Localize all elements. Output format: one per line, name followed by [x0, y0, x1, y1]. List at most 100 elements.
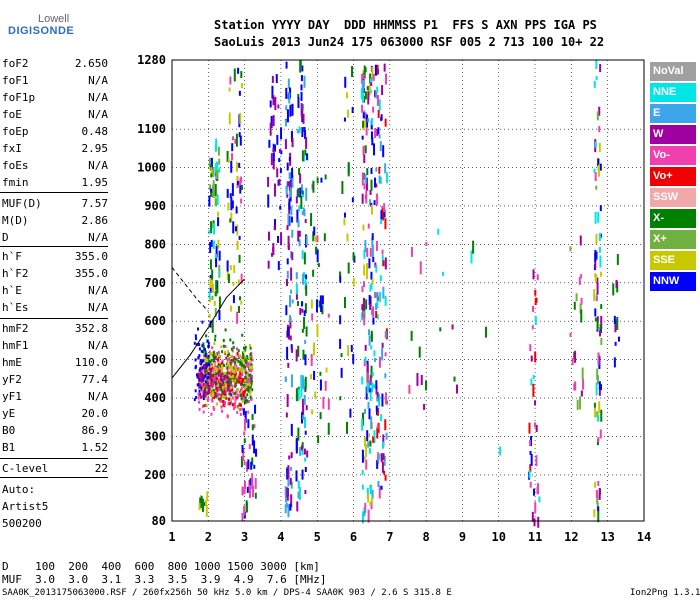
echo-point: [217, 350, 220, 354]
echo-point: [299, 187, 302, 198]
echo-point: [221, 369, 224, 373]
echo-point: [210, 167, 213, 178]
echo-point: [244, 357, 247, 361]
echo-point: [295, 283, 298, 295]
echo-point: [244, 375, 247, 379]
echo-point: [207, 344, 210, 348]
echo-point: [499, 446, 502, 456]
echo-point: [571, 357, 574, 365]
echo-point: [215, 381, 218, 385]
auto-label: Auto:: [2, 483, 36, 496]
echo-point: [228, 112, 231, 125]
param-row-foe: foE N/A: [2, 108, 108, 125]
echo-point: [365, 190, 368, 204]
echo-point: [368, 433, 371, 438]
echo-point: [279, 205, 282, 210]
echo-point: [226, 363, 229, 367]
echo-point: [381, 85, 384, 96]
echo-point: [206, 358, 209, 362]
echo-point: [304, 129, 307, 139]
echo-point: [455, 384, 458, 394]
echo-point: [363, 456, 366, 461]
echo-point: [215, 245, 218, 258]
echo-point: [301, 442, 304, 449]
echo-point: [240, 382, 243, 386]
echo-point: [596, 277, 599, 284]
echo-point: [371, 489, 374, 499]
param-separator: [0, 318, 108, 319]
echo-point: [385, 432, 388, 440]
echo-point: [304, 278, 307, 286]
param-key: h`F: [2, 250, 22, 263]
echo-point: [230, 398, 233, 402]
echo-point: [529, 440, 532, 447]
echo-point: [231, 372, 234, 376]
echo-point: [384, 218, 387, 230]
param-key: foEs: [2, 159, 29, 172]
param-row-hmf2: hmF2 352.8: [2, 322, 108, 339]
echo-point: [596, 439, 599, 446]
echo-point: [596, 316, 599, 323]
echo-point: [285, 61, 288, 69]
param-key: foF1: [2, 74, 29, 87]
echo-point: [347, 163, 350, 177]
echo-point: [267, 260, 270, 269]
echo-point: [252, 485, 255, 498]
echo-point: [371, 118, 374, 126]
echo-point: [230, 400, 233, 404]
echo-point: [381, 393, 384, 407]
echo-point: [369, 388, 372, 402]
param-row-foep: foEp 0.48: [2, 125, 108, 142]
echo-point: [291, 229, 294, 238]
echo-point: [290, 172, 293, 182]
echo-point: [361, 304, 364, 311]
echo-point: [370, 416, 373, 430]
echo-point: [240, 397, 243, 401]
echo-point: [239, 376, 242, 380]
echo-point: [206, 357, 209, 361]
echo-point: [297, 300, 300, 306]
echo-point: [306, 153, 309, 161]
echo-point: [297, 219, 300, 228]
echo-point: [278, 178, 281, 185]
echo-point: [366, 86, 369, 91]
echo-point: [347, 262, 350, 274]
echo-point: [385, 392, 388, 405]
echo-point: [244, 369, 247, 373]
echo-point: [238, 132, 241, 138]
param-value: 352.8: [74, 322, 108, 335]
echo-point: [237, 279, 240, 285]
echo-point: [233, 370, 236, 374]
profile-curve-dashed: [171, 267, 209, 312]
echo-point: [209, 372, 212, 376]
echo-point: [368, 329, 371, 336]
echo-point: [378, 166, 381, 174]
echo-point: [597, 480, 600, 486]
echo-point: [246, 377, 249, 381]
echo-point: [375, 385, 378, 395]
echo-point: [250, 461, 253, 470]
echo-point: [534, 289, 537, 296]
echo-point: [299, 307, 302, 315]
echo-point: [595, 60, 598, 70]
echo-point: [230, 305, 233, 312]
echo-point: [241, 364, 244, 368]
echo-point: [578, 276, 581, 285]
echo-point: [295, 394, 298, 400]
echo-point: [220, 345, 223, 349]
echo-point: [235, 133, 238, 147]
param-row-yf2: yF2 77.4: [2, 373, 108, 390]
echo-point: [347, 109, 350, 118]
echo-point: [232, 281, 235, 286]
echo-point: [375, 90, 378, 99]
echo-point: [243, 438, 246, 444]
echo-point: [272, 115, 275, 127]
header-row-1: Station YYYY DAY DDD HHMMSS P1 FFS S AXN…: [214, 18, 597, 32]
echo-point: [212, 377, 215, 381]
echo-point: [216, 194, 219, 206]
echo-point: [246, 486, 249, 493]
echo-point: [275, 74, 278, 84]
echo-point: [241, 399, 244, 403]
echo-point: [226, 260, 229, 272]
echo-point: [232, 345, 235, 349]
